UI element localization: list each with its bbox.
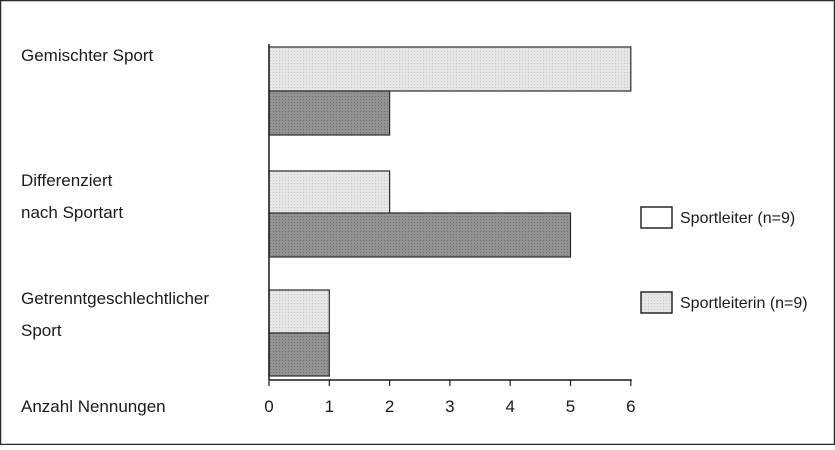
category-label: Differenziert <box>21 171 113 190</box>
category-labels: Gemischter Sport Differenziert nach Sporta… <box>21 46 209 340</box>
bar-sportleiterin-1 <box>268 46 632 92</box>
bar-sportleiterin-3 <box>268 289 330 334</box>
x-tick-label: 3 <box>445 397 454 416</box>
bar-sportleiter-1 <box>268 90 391 136</box>
category-label: Sport <box>21 321 62 340</box>
legend-label: Sportleiterin (n=9) <box>680 295 808 312</box>
x-axis-title: Anzahl Nennungen <box>21 397 166 416</box>
x-tick-label: 6 <box>626 397 635 416</box>
legend-swatch <box>640 206 673 229</box>
x-axis: 0 1 2 3 4 5 6 Anzahl Nennungen <box>21 44 636 416</box>
legend-swatch <box>640 291 673 314</box>
bar-sportleiter-3 <box>268 332 330 377</box>
x-tick-label: 5 <box>566 397 575 416</box>
legend-label: Sportleiter (n=9) <box>680 210 795 227</box>
x-tick-label: 0 <box>264 397 273 416</box>
x-tick-label: 2 <box>385 397 394 416</box>
category-label: Getrenntgeschlechtlicher <box>21 289 209 308</box>
category-label: nach Sportart <box>21 203 123 222</box>
legend: Sportleiter (n=9) Sportleiterin (n=9) <box>640 206 808 314</box>
x-tick-label: 1 <box>325 397 334 416</box>
category-label: Gemischter Sport <box>21 46 154 65</box>
bar-sportleiter-2 <box>268 212 572 258</box>
bars-layer <box>268 46 632 377</box>
bar-sportleiterin-2 <box>268 170 391 216</box>
x-tick-label: 4 <box>505 397 514 416</box>
